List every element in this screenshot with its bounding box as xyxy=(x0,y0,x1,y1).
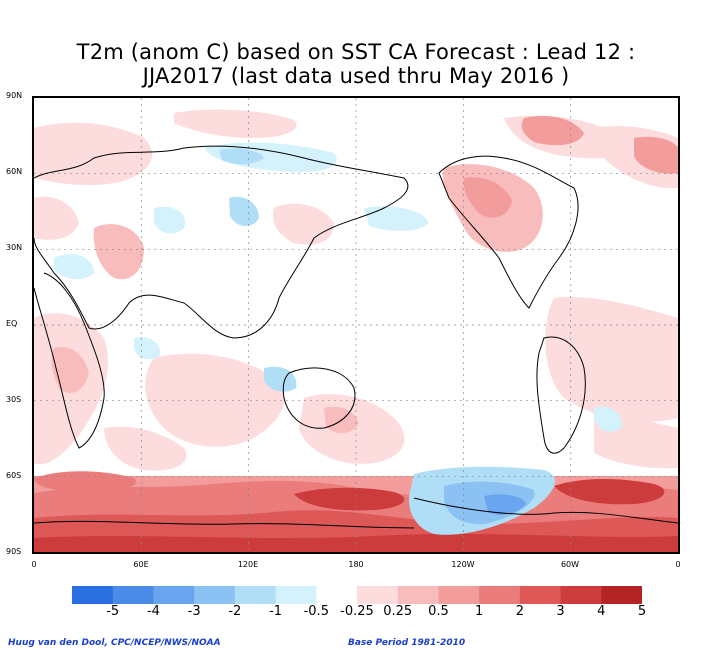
coastlines xyxy=(34,145,678,529)
lon-label-60w: 60W xyxy=(560,560,580,569)
lat-label-90n: 90N xyxy=(6,91,23,100)
colorbar-label: -1 xyxy=(269,604,283,619)
colorbar-label: -2 xyxy=(228,604,242,619)
colorbar-swatch xyxy=(601,586,642,604)
lon-label-0-east: 0 xyxy=(675,560,681,569)
colorbar-label: 3 xyxy=(556,604,565,619)
colorbar-swatch xyxy=(72,586,114,604)
lat-label-30n: 30N xyxy=(6,243,23,252)
lat-label-60n: 60N xyxy=(6,167,23,176)
map-title-line-2: JJA2017 (last data used thru May 2016 ) xyxy=(142,64,570,88)
lon-label-0: 0 xyxy=(31,560,37,569)
colorbar-label: -0.5 xyxy=(303,604,329,619)
colorbar-label: -5 xyxy=(106,604,120,619)
colorbar-swatch xyxy=(519,586,562,604)
credit-text: Huug van den Dool, CPC/NCEP/NWS/NOAA xyxy=(8,638,221,648)
colorbar-label: 1 xyxy=(475,604,484,619)
lat-label-60s: 60S xyxy=(6,471,22,480)
colorbar-label: 5 xyxy=(637,604,647,619)
lon-label-60e: 60E xyxy=(133,560,149,569)
colorbar-swatch xyxy=(397,586,439,604)
colorbar-swatch xyxy=(234,586,277,604)
colorbar-label: -0.25 xyxy=(340,604,374,619)
colorbar-label: 2 xyxy=(515,604,524,619)
colorbar-label: -3 xyxy=(187,604,201,619)
colorbar-swatch xyxy=(560,586,602,604)
northern-cold-patches xyxy=(54,142,623,432)
anomaly-map-canvas xyxy=(34,98,678,552)
colorbar-label: 0.25 xyxy=(383,604,413,619)
lat-label-90s: 90S xyxy=(6,547,22,556)
colorbar-swatch xyxy=(438,586,480,604)
base-period-text: Base Period 1981-2010 xyxy=(348,638,466,648)
map-title-line-1: T2m (anom C) based on SST CA Forecast : … xyxy=(76,40,636,64)
lat-label-eq: EQ xyxy=(6,319,18,328)
lon-label-180: 180 xyxy=(348,560,364,569)
colorbar-swatch xyxy=(275,586,317,604)
lat-label-30s: 30S xyxy=(6,395,22,404)
colorbar-swatch xyxy=(357,586,399,604)
arctic-warm xyxy=(521,115,678,174)
colorbar-swatch xyxy=(112,586,154,604)
colorbar-label: 4 xyxy=(597,604,606,619)
colorbar xyxy=(72,586,642,604)
lon-label-120w: 120W xyxy=(451,560,475,569)
graticule xyxy=(34,98,678,552)
warm-anomaly-patches xyxy=(34,297,678,471)
colorbar-swatch xyxy=(194,586,236,604)
colorbar-swatch xyxy=(479,586,521,604)
lon-label-120e: 120E xyxy=(237,560,259,569)
colorbar-label: 0.5 xyxy=(428,604,449,619)
anomaly-map xyxy=(32,96,680,554)
colorbar-swatch xyxy=(153,586,195,604)
colorbar-label: -4 xyxy=(146,604,160,619)
colorbar-swatch xyxy=(316,586,358,604)
